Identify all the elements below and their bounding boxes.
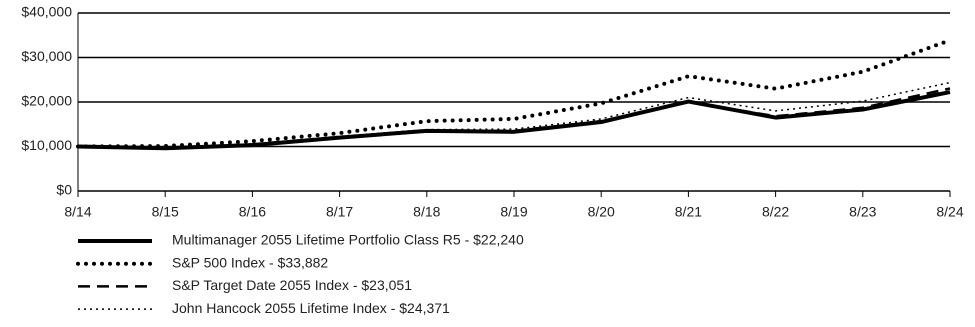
legend-label: S&P Target Date 2055 Index - $23,051 xyxy=(172,277,412,293)
legend-label: S&P 500 Index - $33,882 xyxy=(172,254,328,270)
x-tick-label: 8/14 xyxy=(64,204,91,220)
y-tick-label: $30,000 xyxy=(21,48,72,64)
series-line xyxy=(77,87,951,150)
x-tick-label: 8/22 xyxy=(762,204,789,220)
x-tick-label: 8/24 xyxy=(936,204,963,220)
x-tick-label: 8/23 xyxy=(849,204,876,220)
x-tick-label: 8/21 xyxy=(675,204,702,220)
x-tick-label: 8/20 xyxy=(588,204,615,220)
legend-label: John Hancock 2055 Lifetime Index - $24,3… xyxy=(172,300,450,316)
y-tick-label: $10,000 xyxy=(21,137,72,153)
y-tick-label: $20,000 xyxy=(21,93,72,109)
legend-label: Multimanager 2055 Lifetime Portfolio Cla… xyxy=(172,232,524,248)
y-tick-label: $0 xyxy=(56,182,72,198)
x-tick-label: 8/16 xyxy=(239,204,266,220)
x-tick-label: 8/15 xyxy=(152,204,179,220)
series-line xyxy=(76,38,952,149)
y-tick-label: $40,000 xyxy=(21,4,72,20)
x-tick-label: 8/17 xyxy=(326,204,353,220)
series-line xyxy=(77,81,951,149)
x-tick-label: 8/18 xyxy=(413,204,440,220)
x-tick-label: 8/19 xyxy=(500,204,527,220)
series-line xyxy=(77,90,951,151)
